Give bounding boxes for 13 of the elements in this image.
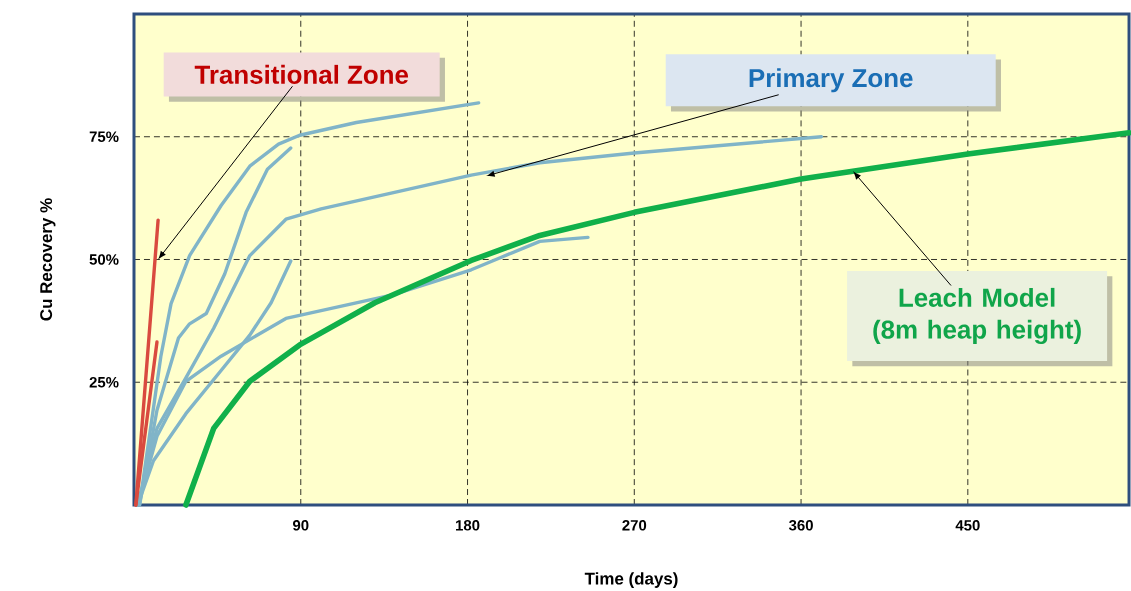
x-tick-label: 90 — [292, 520, 309, 531]
x-tick-label: 450 — [955, 520, 980, 531]
y-axis-title: Cu Recovery % — [40, 198, 56, 321]
x-tick-label: 180 — [456, 520, 480, 531]
annotation: Leach Model (8m heap height) — [873, 287, 1081, 345]
annotation: Transitional Zone — [194, 64, 409, 84]
y-tick-label: 50% — [89, 254, 119, 265]
x-tick-label: 360 — [788, 520, 813, 531]
y-tick-label: 75% — [89, 131, 119, 143]
x-tick-label: 270 — [622, 520, 647, 531]
y-tick-label: 25% — [89, 376, 119, 388]
x-axis-title: Time (days) — [584, 572, 678, 588]
annotation: Primary Zone — [749, 68, 913, 93]
